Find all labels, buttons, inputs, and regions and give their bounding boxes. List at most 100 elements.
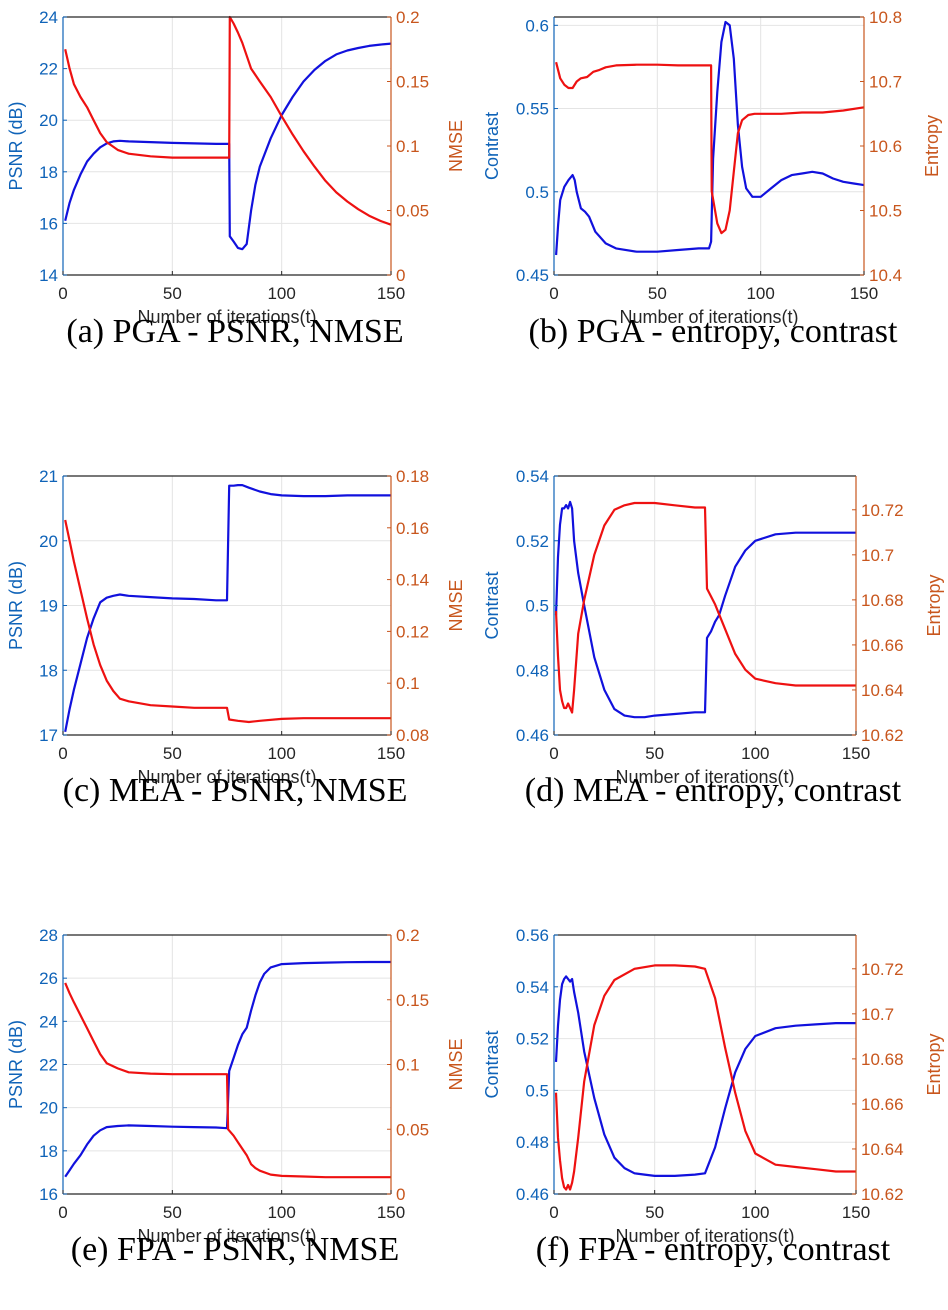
y-left-tick-label: 0.46 [516, 1185, 549, 1204]
y-right-tick-label: 10.5 [869, 202, 902, 221]
y-right-axis-title: Entropy [922, 115, 942, 177]
panel-caption: (d) MEA - entropy, contrast [525, 772, 902, 809]
chart-a: 0 50 100 150 14 16 18 20 22 24 0 0.05 0.1 0.15 0.2 Numb… [6, 8, 466, 350]
x-tick-label: 150 [377, 744, 405, 763]
y-right-tick-label: 0.1 [396, 1056, 420, 1075]
y-right-tick-label: 0.14 [396, 571, 429, 590]
chart-e: 0 50 100 150 16 18 20 22 24 26 28 0 0.05 0.1 0.15 0.2 Nu… [6, 926, 466, 1268]
series-line-left [554, 500, 856, 719]
panel-caption: (b) PGA - entropy, contrast [529, 313, 898, 350]
x-tick-label: 0 [549, 1203, 558, 1222]
x-axis-title: Number of iterations(t) [137, 767, 316, 787]
y-left-tick-label: 20 [39, 111, 58, 130]
y-left-tick-label: 0.56 [516, 926, 549, 945]
y-left-axis-title: Contrast [482, 571, 502, 639]
y-right-axis-title: NMSE [446, 579, 466, 631]
y-left-tick-label: 0.46 [516, 726, 549, 745]
series-line-right [64, 982, 391, 1179]
series-line-left [554, 975, 856, 1177]
series-line-left [64, 42, 392, 251]
y-left-tick-label: 26 [39, 969, 58, 988]
x-tick-label: 100 [741, 1203, 769, 1222]
x-tick-label: 50 [163, 284, 182, 303]
y-left-tick-label: 18 [39, 163, 58, 182]
y-left-tick-label: 16 [39, 214, 58, 233]
y-left-tick-label: 0.54 [516, 467, 549, 486]
y-left-tick-label: 0.5 [525, 597, 549, 616]
y-right-tick-label: 0.2 [396, 8, 420, 27]
y-left-axis-title: PSNR (dB) [6, 561, 26, 650]
y-right-axis-title: NMSE [446, 120, 466, 172]
chart-b: 0 50 100 150 0.45 0.5 0.55 0.6 10.4 10.5 10.6 10.7 1… [482, 8, 942, 350]
chart-f: 0 50 100 150 0.46 0.48 0.5 0.52 0.54 0.56 10.62 10.… [482, 926, 944, 1268]
y-right-tick-label: 10.68 [861, 591, 904, 610]
x-axis-title: Number of iterations(t) [615, 767, 794, 787]
y-right-tick-label: 10.68 [861, 1050, 904, 1069]
x-axis-title: Number of iterations(t) [137, 1226, 316, 1246]
y-right-axis-title: Entropy [924, 1033, 944, 1095]
y-left-tick-label: 0.45 [516, 266, 549, 285]
x-tick-label: 150 [850, 284, 878, 303]
y-left-tick-label: 0.54 [516, 978, 549, 997]
y-left-axis-title: PSNR (dB) [6, 1020, 26, 1109]
y-right-tick-label: 0.05 [396, 202, 429, 221]
x-axis-title: Number of iterations(t) [615, 1226, 794, 1246]
x-tick-label: 0 [58, 1203, 67, 1222]
y-left-axis-title: Contrast [482, 1030, 502, 1098]
y-left-tick-label: 0.48 [516, 661, 549, 680]
x-axis-title: Number of iterations(t) [619, 307, 798, 327]
y-right-tick-label: 10.66 [861, 636, 904, 655]
x-tick-label: 150 [377, 284, 405, 303]
y-left-tick-label: 0.52 [516, 1030, 549, 1049]
series-line-left [64, 960, 391, 1178]
y-left-tick-label: 20 [39, 532, 58, 551]
y-right-tick-label: 0 [396, 1185, 405, 1204]
y-right-tick-label: 0.1 [396, 137, 420, 156]
x-tick-label: 150 [842, 1203, 870, 1222]
chart-c: 0 50 100 150 17 18 19 20 21 0.08 0.1 0.12 0.14 0.16 0.… [6, 467, 466, 809]
series-line-left [64, 484, 391, 733]
x-tick-label: 100 [741, 744, 769, 763]
y-left-tick-label: 21 [39, 467, 58, 486]
x-tick-label: 50 [645, 744, 664, 763]
x-tick-label: 100 [267, 284, 295, 303]
x-tick-label: 50 [648, 284, 667, 303]
y-right-tick-label: 10.7 [861, 1005, 894, 1024]
x-tick-label: 50 [645, 1203, 664, 1222]
x-tick-label: 100 [267, 1203, 295, 1222]
y-right-tick-label: 0.2 [396, 926, 420, 945]
panel-caption: (c) MEA - PSNR, NMSE [63, 772, 408, 809]
x-tick-label: 0 [58, 284, 67, 303]
y-left-tick-label: 16 [39, 1185, 58, 1204]
y-right-axis-title: Entropy [924, 574, 944, 636]
y-left-tick-label: 20 [39, 1099, 58, 1118]
y-right-tick-label: 10.7 [861, 546, 894, 565]
x-tick-label: 50 [163, 744, 182, 763]
x-tick-label: 0 [549, 284, 558, 303]
x-tick-label: 150 [842, 744, 870, 763]
y-right-tick-label: 0.15 [396, 73, 429, 92]
x-tick-label: 150 [377, 1203, 405, 1222]
y-right-tick-label: 0.1 [396, 674, 420, 693]
x-tick-label: 50 [163, 1203, 182, 1222]
y-right-tick-label: 0.05 [396, 1120, 429, 1139]
y-left-tick-label: 0.6 [525, 16, 549, 35]
y-left-tick-label: 0.52 [516, 532, 549, 551]
y-right-tick-label: 0.12 [396, 622, 429, 641]
y-right-tick-label: 0.16 [396, 519, 429, 538]
x-axis-title: Number of iterations(t) [137, 307, 316, 327]
y-right-tick-label: 0.18 [396, 467, 429, 486]
y-left-tick-label: 0.48 [516, 1133, 549, 1152]
y-left-tick-label: 18 [39, 1142, 58, 1161]
y-left-tick-label: 19 [39, 597, 58, 616]
panel-caption: (e) FPA - PSNR, NMSE [71, 1231, 399, 1268]
series-line-right [64, 15, 392, 226]
y-left-tick-label: 0.5 [525, 183, 549, 202]
y-left-tick-label: 18 [39, 661, 58, 680]
x-tick-label: 100 [267, 744, 295, 763]
y-right-tick-label: 10.4 [869, 266, 902, 285]
y-right-tick-label: 10.7 [869, 73, 902, 92]
y-left-axis-title: PSNR (dB) [6, 101, 26, 190]
y-right-tick-label: 10.62 [861, 726, 904, 745]
y-right-tick-label: 10.72 [861, 501, 904, 520]
